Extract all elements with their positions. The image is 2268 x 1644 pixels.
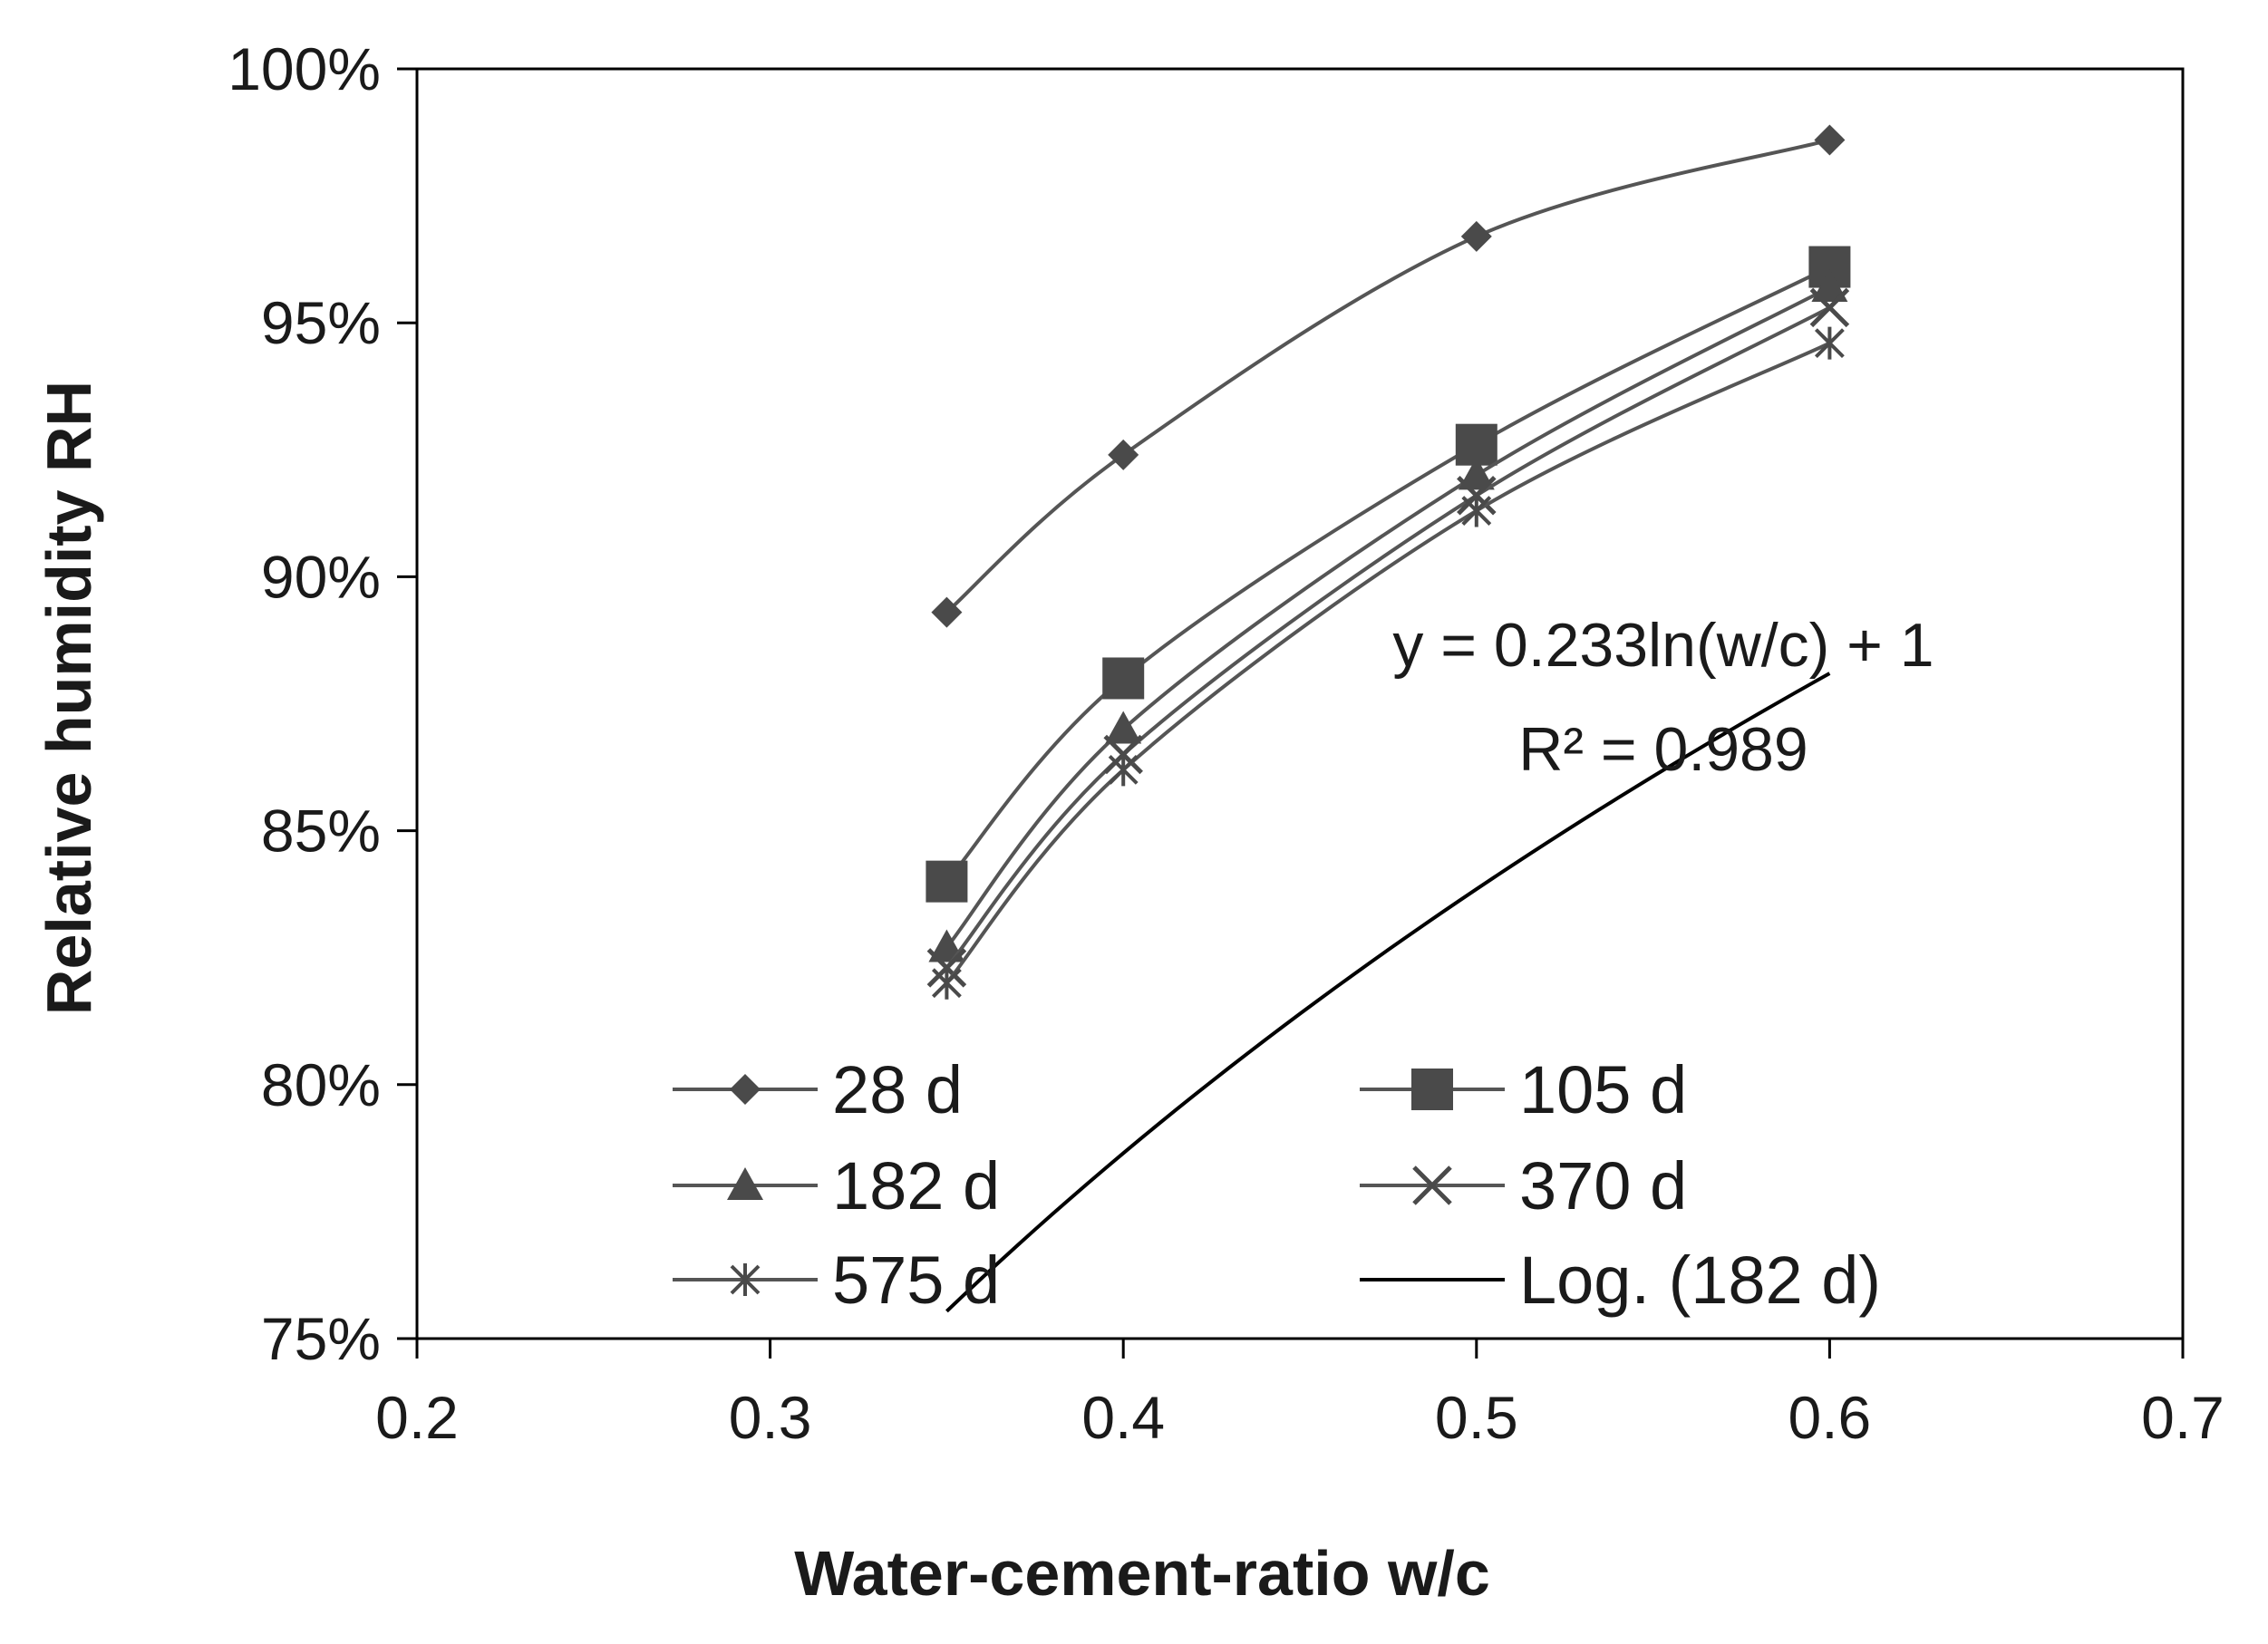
series-line-575-d: [945, 341, 1831, 984]
legend-item-Log-182-d: Log. (182 d): [1360, 1243, 1881, 1318]
legend-label: 575 d: [832, 1243, 1000, 1318]
legend-label: 370 d: [1519, 1148, 1687, 1223]
legend-item-105-d: 105 d: [1360, 1052, 1687, 1127]
y-axis-title: Relative humidity RH: [34, 381, 104, 1015]
data-point-28-d: [931, 596, 963, 628]
legend-label: 182 d: [832, 1148, 1000, 1223]
x-tick-label: 0.2: [375, 1384, 459, 1451]
series-575-d: [931, 326, 1845, 1000]
legend-item-575-d: 575 d: [673, 1243, 1000, 1318]
trendline-layer: [945, 672, 1831, 1313]
series-370-d: [926, 287, 1850, 988]
legend-label: 28 d: [832, 1052, 963, 1127]
legend-marker-182-d: [727, 1167, 763, 1200]
series-line-105-d: [945, 265, 1831, 883]
y-tick-label: 80%: [261, 1051, 381, 1118]
trendline-log-182d: [945, 672, 1831, 1313]
y-tick-label: 95%: [261, 289, 381, 356]
x-axis-title: Water-cement-ratio w/c: [794, 1538, 1490, 1609]
data-point-575-d: [1814, 326, 1845, 360]
data-point-28-d: [1108, 439, 1139, 470]
legend-item-28-d: 28 d: [673, 1052, 963, 1127]
series-105-d: [926, 246, 1851, 903]
legend: 28 d 105 d 182 d 370 d 575 d Log. (182 d): [673, 1052, 1881, 1318]
plot-area: [415, 67, 2185, 1340]
trendline-r-squared: R² = 0.989: [1518, 715, 1808, 784]
y-axis: 75% 80% 85% 90% 95% 100%: [228, 35, 417, 1372]
legend-marker-575-d: [730, 1263, 761, 1296]
data-point-575-d: [931, 966, 962, 1000]
legend-label: Log. (182 d): [1519, 1243, 1881, 1318]
x-axis: 0.2 0.3 0.4 0.5 0.6 0.7: [375, 1339, 2224, 1451]
data-point-28-d: [1460, 220, 1492, 252]
y-tick-label: 100%: [228, 35, 381, 102]
data-point-182-d: [1458, 457, 1495, 490]
x-tick-label: 0.7: [2141, 1384, 2224, 1451]
data-point-182-d: [1105, 711, 1142, 744]
legend-label: 105 d: [1519, 1052, 1687, 1127]
legend-item-182-d: 182 d: [673, 1148, 1000, 1223]
x-tick-label: 0.6: [1788, 1384, 1872, 1451]
plot-border: [415, 67, 2185, 1340]
x-tick-label: 0.4: [1081, 1384, 1165, 1451]
data-point-28-d: [1814, 124, 1846, 156]
legend-marker-105-d: [1411, 1069, 1453, 1110]
data-point-105-d: [926, 860, 968, 903]
legend-item-370-d: 370 d: [1360, 1148, 1687, 1223]
x-tick-label: 0.5: [1435, 1384, 1518, 1451]
series-line-370-d: [945, 305, 1831, 970]
y-tick-label: 85%: [261, 798, 381, 865]
data-point-182-d: [1811, 268, 1848, 302]
legend-marker-28-d: [730, 1074, 761, 1105]
data-point-575-d: [1461, 494, 1492, 527]
y-tick-label: 90%: [261, 543, 381, 610]
y-tick-label: 75%: [261, 1305, 381, 1372]
series-28-d: [931, 124, 1846, 628]
data-point-105-d: [1102, 657, 1145, 700]
series-layer: [926, 124, 1851, 1000]
series-line-28-d: [945, 138, 1830, 614]
data-point-370-d: [1809, 287, 1850, 328]
series-182-d: [928, 268, 1848, 962]
legend-marker-370-d: [1412, 1165, 1452, 1205]
series-line-182-d: [945, 285, 1831, 949]
data-point-575-d: [1108, 753, 1139, 787]
trendline-equation: y = 0.233ln(w/c) + 1: [1392, 611, 1934, 680]
x-tick-label: 0.3: [729, 1384, 812, 1451]
